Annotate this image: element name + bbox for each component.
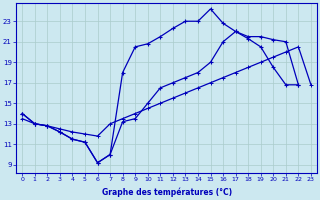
X-axis label: Graphe des températures (°C): Graphe des températures (°C)	[101, 188, 232, 197]
